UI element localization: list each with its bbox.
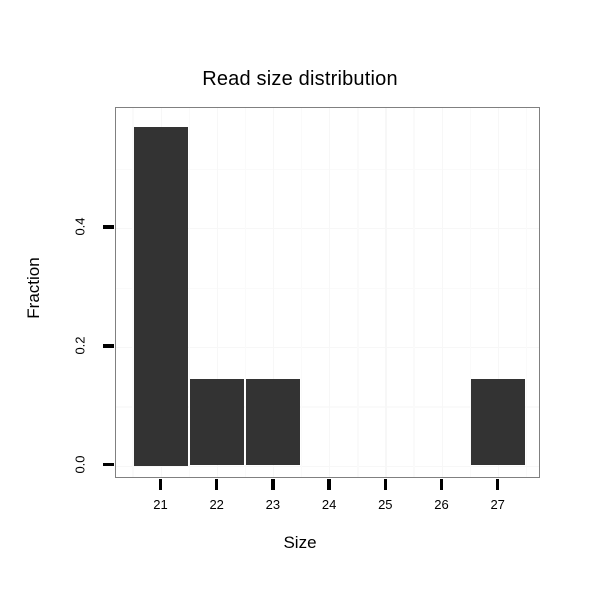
chart-title: Read size distribution [202,68,398,90]
gridline-x-27.5 [525,108,528,477]
gridline-y-0.5 [116,168,539,171]
tick-mark-x-21 [158,479,163,490]
gridline-x-26 [441,108,443,477]
gridline-x-23.5 [301,108,303,477]
gridline-y-0.0 [116,465,539,467]
tick-label-x-22: 22 [209,497,224,512]
gridline-x-25 [385,108,387,477]
gridline-x-24.5 [357,108,359,477]
gridline-x-23 [272,108,275,477]
bar-27 [470,378,525,466]
tick-label-x-25: 25 [378,497,393,512]
tick-mark-y-0.4 [103,225,114,229]
gridline-x-27 [497,108,500,477]
gridline-x-22 [216,108,219,477]
tick-mark-x-24 [327,479,331,490]
tick-label-y-0.2: 0.2 [72,336,88,355]
bar-22 [189,378,244,466]
tick-mark-x-25 [383,479,387,490]
bar-21 [133,126,188,466]
tick-mark-x-27 [495,479,500,490]
tick-mark-y-0.0 [103,462,114,467]
gridline-y-0.1 [116,406,539,408]
bar-23 [245,378,300,466]
tick-label-y-0.4: 0.4 [72,217,88,236]
tick-label-x-26: 26 [434,497,449,512]
gridline-x-25.5 [413,108,415,477]
gridline-x-20.5 [132,108,134,477]
tick-label-y-0.0: 0.0 [72,455,88,474]
tick-mark-x-23 [271,479,275,490]
gridline-y-0.2 [116,346,539,349]
tick-label-x-23: 23 [265,497,281,512]
gridline-x-26.5 [469,108,471,477]
tick-mark-x-22 [214,479,219,490]
y-axis-title: Fraction [24,257,43,319]
tick-mark-y-0.2 [103,344,114,348]
tick-label-x-21: 21 [153,497,168,512]
x-axis-title: Size [283,533,317,552]
tick-mark-x-26 [439,479,444,490]
tick-label-x-27: 27 [490,497,505,512]
plot-panel [115,107,540,478]
gridline-x-22.5 [244,108,247,477]
tick-label-x-24: 24 [321,497,337,512]
gridline-x-21.5 [188,108,190,477]
gridline-y-0.4 [116,228,539,230]
gridline-y-0.3 [116,287,539,289]
gridline-x-24 [329,108,331,477]
